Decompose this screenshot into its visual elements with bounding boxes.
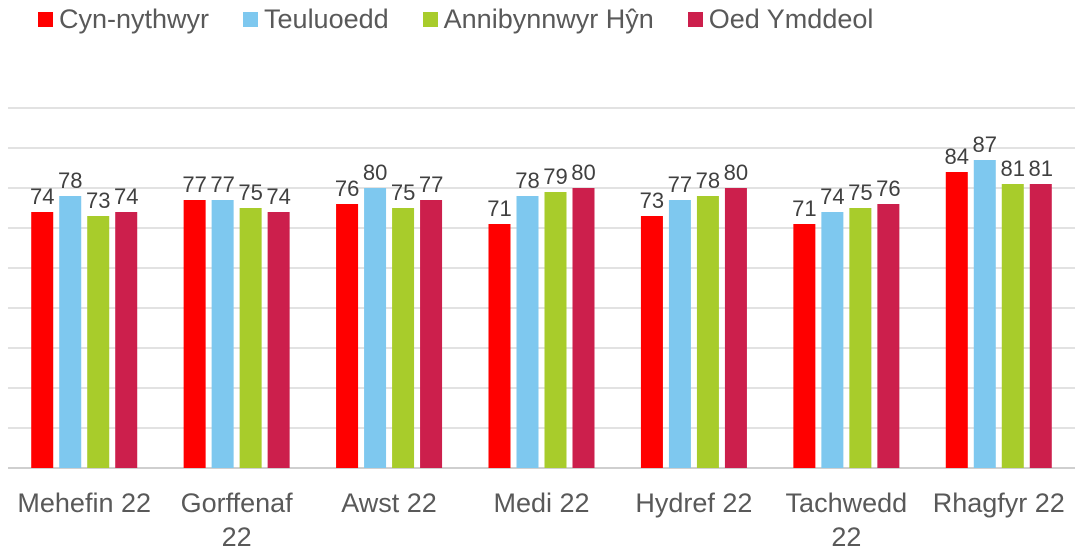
legend-item: Annibynnwyr Hŷn [422, 4, 654, 35]
bar [31, 212, 54, 468]
data-label: 77 [419, 172, 443, 197]
x-tick-label: Mehefin 22 [17, 488, 151, 518]
data-label: 80 [363, 160, 387, 185]
data-label: 77 [668, 172, 692, 197]
x-tick-label: Gorffenaf 22 [180, 488, 293, 552]
data-label: 77 [182, 172, 206, 197]
legend-swatch [243, 12, 259, 27]
data-label: 71 [792, 196, 816, 221]
legend: Cyn-nythwyr Teuluoedd Annibynnwyr Hŷn Oed Y… [38, 4, 873, 35]
data-label: 84 [945, 144, 969, 169]
data-label: 77 [210, 172, 234, 197]
data-label: 80 [571, 160, 595, 185]
bar [793, 224, 816, 468]
data-label: 73 [640, 188, 664, 213]
bar [420, 200, 443, 468]
data-label: 74 [114, 184, 138, 209]
data-label: 75 [848, 180, 872, 205]
bar [821, 212, 844, 468]
data-label: 76 [876, 176, 900, 201]
bar [267, 212, 290, 468]
data-label: 74 [820, 184, 844, 209]
bar [640, 216, 663, 468]
legend-swatch [38, 12, 53, 27]
bar [239, 208, 262, 468]
bar [516, 196, 539, 468]
x-tick-label: Hydref 22 [635, 488, 753, 518]
bar [696, 196, 719, 468]
x-tick-label: Tachwedd 22 [785, 488, 908, 552]
data-label: 75 [238, 180, 262, 205]
bar [724, 188, 747, 468]
data-label: 81 [1001, 156, 1025, 181]
bar [59, 196, 82, 468]
data-label: 75 [391, 180, 415, 205]
bar [364, 188, 387, 468]
legend-label: Annibynnwyr Hŷn [443, 4, 654, 34]
x-tick-label: Rhagfyr 22 [932, 488, 1065, 518]
legend-label: Teuluoedd [264, 4, 389, 34]
legend-swatch [687, 12, 703, 27]
data-label: 78 [515, 168, 539, 193]
data-label: 78 [696, 168, 720, 193]
bar [211, 200, 234, 468]
bar [87, 216, 110, 468]
data-label: 78 [58, 168, 82, 193]
bar [945, 172, 968, 468]
data-label: 74 [30, 184, 54, 209]
bar [572, 188, 595, 468]
bar [488, 224, 511, 468]
bar [115, 212, 138, 468]
legend-item: Oed Ymddeol [687, 4, 874, 35]
legend-item: Cyn-nythwyr [38, 4, 209, 35]
data-label: 76 [335, 176, 359, 201]
legend-label: Cyn-nythwyr [59, 4, 210, 34]
bar [336, 204, 359, 468]
legend-swatch [422, 12, 438, 27]
bar [1001, 184, 1024, 468]
bar [1029, 184, 1052, 468]
legend-item: Teuluoedd [243, 4, 389, 35]
x-tick-label: Awst 22 [341, 488, 437, 518]
data-label: 73 [86, 188, 110, 213]
data-label: 80 [724, 160, 748, 185]
data-label: 74 [266, 184, 290, 209]
bar [973, 160, 996, 468]
bar [877, 204, 900, 468]
data-label: 81 [1029, 156, 1053, 181]
bar [668, 200, 691, 468]
data-label: 79 [543, 164, 567, 189]
data-label: 71 [487, 196, 511, 221]
bar [392, 208, 415, 468]
data-label: 87 [973, 132, 997, 157]
bar [849, 208, 872, 468]
x-tick-label: Medi 22 [493, 488, 590, 518]
bar [544, 192, 567, 468]
legend-label: Oed Ymddeol [708, 4, 874, 34]
bar [183, 200, 206, 468]
